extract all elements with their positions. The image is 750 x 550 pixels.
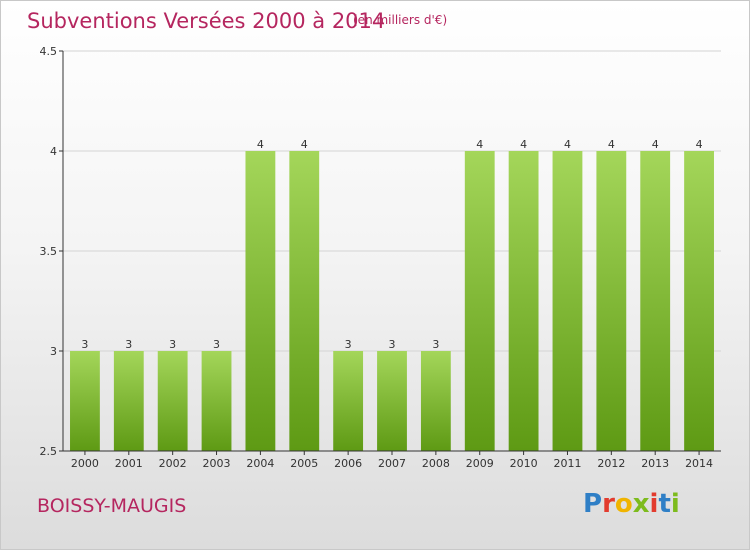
x-tick-label: 2009 [466,457,494,470]
chart-subtitle: (en milliers d'€) [353,13,448,27]
data-label: 4 [696,138,703,151]
bar [508,151,539,451]
logo-letter: r [602,489,615,519]
x-tick-label: 2010 [510,457,538,470]
data-label: 3 [345,338,352,351]
data-label: 4 [564,138,571,151]
y-tick-label: 3 [50,345,57,358]
y-tick-label: 3.5 [40,245,58,258]
logo-letter: i [670,489,680,519]
data-label: 3 [213,338,220,351]
chart-title: Subventions Versées 2000 à 2014 [27,9,386,33]
x-tick-label: 2001 [115,457,143,470]
data-label: 3 [81,338,88,351]
y-tick-label: 4.5 [40,45,58,58]
data-label: 3 [432,338,439,351]
x-tick-labels: 2000 2001 2002 2003 2004 2005 2006 2007 2008 2009… [71,457,713,470]
logo-letter: i [649,489,659,519]
data-label: 4 [520,138,527,151]
data-label: 3 [125,338,132,351]
y-tick-label: 4 [50,145,57,158]
x-tick-label: 2006 [334,457,362,470]
x-tick-label: 2011 [553,457,581,470]
data-labels: 3 3 3 3 4 4 3 3 3 4 4 4 4 4 4 [81,138,702,351]
logo-letter: t [658,489,671,519]
x-tick-label: 2004 [246,457,274,470]
bars [70,151,714,451]
bar [464,151,495,451]
logo-letter: o [614,489,633,519]
bar [245,151,276,451]
x-tick-label: 2014 [685,457,713,470]
proxiti-logo: Proxiti [583,489,680,519]
bar [113,351,144,451]
x-tick-label: 2005 [290,457,318,470]
bar [377,351,407,451]
data-label: 4 [652,138,659,151]
bar [70,351,100,451]
bar [420,351,451,451]
data-label: 3 [169,338,176,351]
bar [333,351,364,451]
x-tick-label: 2000 [71,457,99,470]
commune-name: BOISSY-MAUGIS [37,495,187,517]
y-tick-labels: 2.5 3 3.5 4 4.5 [40,45,58,458]
data-label: 4 [301,138,308,151]
data-label: 3 [389,338,396,351]
x-tick-label: 2008 [422,457,450,470]
bar [684,151,714,451]
bar [289,151,320,451]
x-tick-label: 2002 [159,457,187,470]
data-label: 4 [257,138,264,151]
x-tick-label: 2012 [597,457,625,470]
logo-letter: x [632,489,650,519]
bar [157,351,188,451]
y-tick-label: 2.5 [40,445,58,458]
bar [640,151,671,451]
data-label: 4 [608,138,615,151]
bar [201,351,232,451]
data-label: 4 [476,138,483,151]
x-tick-label: 2003 [203,457,231,470]
bar [552,151,583,451]
x-tick-label: 2013 [641,457,669,470]
logo-letter: P [583,489,603,519]
axes [59,50,721,455]
x-tick-label: 2007 [378,457,406,470]
bar [596,151,627,451]
